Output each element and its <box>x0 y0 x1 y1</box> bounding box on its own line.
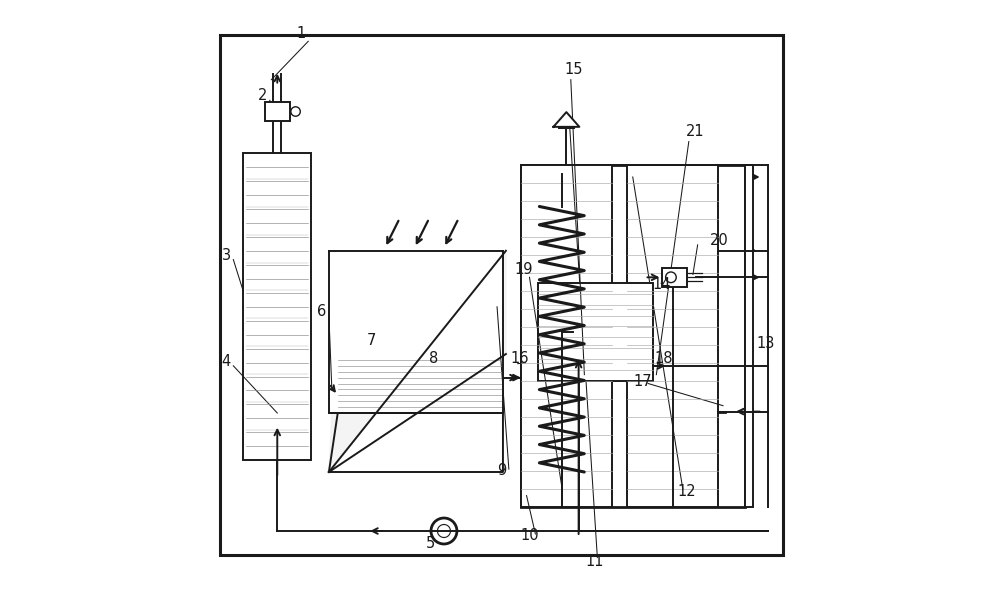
Bar <box>521 165 745 507</box>
Bar <box>745 165 753 507</box>
Text: 15: 15 <box>565 62 583 77</box>
Text: 4: 4 <box>222 354 231 369</box>
Text: 19: 19 <box>515 263 533 277</box>
Text: 2: 2 <box>258 88 267 103</box>
Polygon shape <box>329 251 506 472</box>
Text: 10: 10 <box>521 528 539 543</box>
Text: 12: 12 <box>677 484 696 499</box>
Text: 5: 5 <box>426 536 436 550</box>
Text: 18: 18 <box>655 351 673 366</box>
Polygon shape <box>329 251 503 413</box>
Bar <box>220 35 783 555</box>
Text: 3: 3 <box>222 248 231 263</box>
Text: 20: 20 <box>709 233 728 248</box>
Text: 13: 13 <box>757 336 775 351</box>
Text: 16: 16 <box>511 351 529 366</box>
Polygon shape <box>553 112 579 127</box>
Text: 7: 7 <box>367 333 377 348</box>
Bar <box>627 165 718 507</box>
Text: 14: 14 <box>652 277 671 292</box>
Text: 11: 11 <box>586 555 604 569</box>
Bar <box>521 165 612 507</box>
Text: 8: 8 <box>429 351 438 366</box>
Text: 21: 21 <box>686 124 704 139</box>
Text: 17: 17 <box>633 375 652 389</box>
Bar <box>538 283 653 381</box>
Text: 9: 9 <box>497 463 506 478</box>
Text: 6: 6 <box>317 304 326 319</box>
Text: 1: 1 <box>296 27 306 41</box>
Bar <box>662 268 687 287</box>
Bar <box>265 102 290 121</box>
Polygon shape <box>329 413 503 472</box>
Bar <box>338 354 503 413</box>
Bar <box>243 153 311 460</box>
